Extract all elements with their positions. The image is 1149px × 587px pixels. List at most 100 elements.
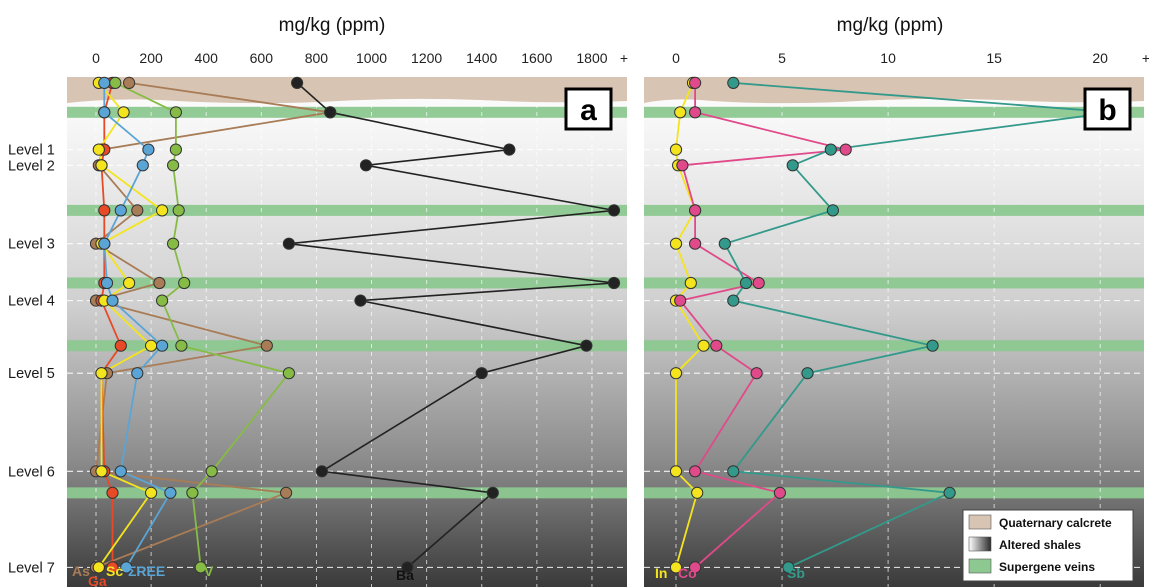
panel-a-series <box>89 76 621 574</box>
panel-a: mg/kg (ppm) 0 200 400 600 800 1000 1200 1400 160… <box>67 15 628 587</box>
supergene-vein-band <box>644 204 1144 216</box>
x-tick-label: 200 <box>139 50 163 66</box>
series-point-sb <box>718 237 731 250</box>
series-point-sum-ree <box>106 294 119 307</box>
series-point-in <box>669 143 683 156</box>
panel-b-veins <box>644 106 1144 499</box>
series-point-v <box>175 339 188 352</box>
series-point-in <box>669 465 683 478</box>
series-label-sc: Sc <box>106 563 123 579</box>
series-point-ga <box>106 486 119 499</box>
series-point-sum-ree <box>131 367 144 380</box>
series-point-ba <box>580 339 593 352</box>
series-label-v: V <box>204 563 214 579</box>
series-point-sb <box>739 276 753 290</box>
panel-b-shales-background <box>644 77 1144 587</box>
series-point-co <box>689 76 702 90</box>
series-point-in <box>674 106 687 119</box>
panel-b-title: mg/kg (ppm) <box>837 15 944 36</box>
series-point-ba <box>315 465 328 478</box>
series-point-sum-ree <box>142 143 155 156</box>
series-point-co <box>839 143 852 156</box>
x-tick-label: 0 <box>672 50 680 66</box>
level-label: Level 5 <box>8 366 55 382</box>
supergene-vein-band <box>644 487 1144 499</box>
series-point-sc <box>92 561 105 574</box>
series-point-ba <box>324 106 337 119</box>
panel-b: mg/kg (ppm) 0 5 10 15 20 + b In Co Sb Quaternar… <box>644 15 1149 587</box>
x-tick-label: + <box>620 50 628 66</box>
series-label-ga: Ga <box>88 573 107 587</box>
series-point-v <box>282 367 295 380</box>
series-point-v <box>167 237 180 250</box>
series-point-sb <box>943 486 956 499</box>
series-point-sb <box>824 143 837 156</box>
x-tick-label: 0 <box>92 50 100 66</box>
series-point-v <box>167 159 180 172</box>
series-label-as: As <box>72 563 90 579</box>
series-point-in <box>697 339 710 352</box>
series-point-co <box>689 465 702 478</box>
x-tick-label: 1400 <box>466 50 497 66</box>
series-point-v <box>178 276 191 290</box>
series-point-in <box>691 486 704 499</box>
series-point-ga <box>98 204 111 217</box>
series-label-co: Co <box>678 565 697 581</box>
legend-label-veins: Supergene veins <box>999 560 1095 574</box>
series-point-ba <box>486 486 499 499</box>
series-point-sum-ree <box>136 159 149 172</box>
series-point-in <box>684 276 697 290</box>
supergene-vein-band <box>644 106 1144 118</box>
series-point-sb <box>727 465 740 478</box>
supergene-vein-band <box>644 340 1144 352</box>
series-point-ba <box>354 294 367 307</box>
series-point-sum-ree <box>100 276 114 290</box>
series-point-co <box>773 486 787 499</box>
series-point-sum-ree <box>164 486 177 499</box>
series-point-ba <box>282 237 295 250</box>
supergene-vein-band <box>67 277 627 289</box>
series-point-sum-ree <box>114 204 127 217</box>
series-label-sum-ree: ΣREE <box>128 563 165 579</box>
x-tick-label: 20 <box>1092 50 1108 66</box>
series-point-sc <box>156 204 169 217</box>
series-point-sb <box>926 339 939 352</box>
series-point-sum-ree <box>114 465 127 478</box>
x-tick-label: 1200 <box>411 50 442 66</box>
series-label-sb: Sb <box>787 565 805 581</box>
series-point-sum-ree <box>98 237 111 250</box>
panel-a-letter-box: a <box>564 87 613 131</box>
x-tick-label: 1000 <box>356 50 387 66</box>
series-point-sb <box>782 561 795 574</box>
panel-a-x-ticks: 0 200 400 600 800 1000 1200 1400 1600 1800 + <box>92 50 628 66</box>
series-point-v <box>169 143 182 156</box>
series-point-ba <box>607 204 621 217</box>
series-point-co <box>710 339 723 352</box>
series-point-sc <box>95 159 108 172</box>
x-tick-label: 1600 <box>521 50 552 66</box>
series-label-in: In <box>655 565 667 581</box>
series-point-v <box>172 204 185 217</box>
series-point-v <box>109 76 122 90</box>
panel-a-grid <box>67 104 627 587</box>
series-point-v <box>169 106 182 119</box>
series-point-co <box>752 276 765 290</box>
series-point-ba <box>503 143 516 156</box>
panel-b-letter: b <box>1098 94 1116 127</box>
series-point-sb <box>801 367 814 380</box>
series-point-co <box>689 106 702 119</box>
series-point-co <box>689 561 702 574</box>
series-point-sum-ree <box>98 106 111 119</box>
level-label: Level 4 <box>8 294 55 310</box>
series-point-v <box>194 561 207 574</box>
series-point-v <box>186 486 199 499</box>
x-tick-label: 5 <box>778 50 786 66</box>
series-point-ba <box>475 367 488 380</box>
legend-label-shales: Altered shales <box>999 538 1081 552</box>
supergene-vein-band <box>644 277 1144 289</box>
series-point-in <box>669 237 683 250</box>
x-tick-label: + <box>1142 50 1149 66</box>
x-tick-label: 15 <box>986 50 1002 66</box>
panel-a-calcrete-band <box>67 77 627 104</box>
